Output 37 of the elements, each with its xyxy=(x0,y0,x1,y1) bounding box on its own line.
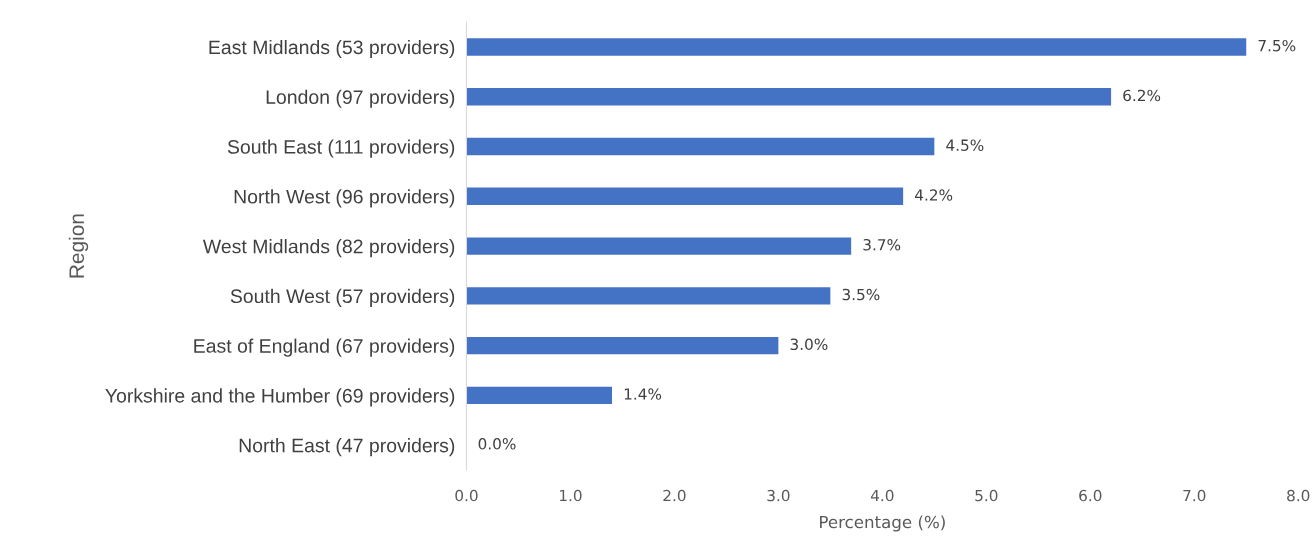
data-label: 3.5% xyxy=(842,288,880,301)
data-label: 3.0% xyxy=(790,338,828,351)
y-tick-label: North West (96 providers) xyxy=(234,189,455,208)
bar xyxy=(466,137,935,156)
x-tick-label: 8.0 xyxy=(1287,489,1310,502)
data-label: 6.2% xyxy=(1123,89,1161,102)
x-tick-label: 4.0 xyxy=(870,489,894,502)
x-axis-title: Percentage (%) xyxy=(820,515,945,532)
bar xyxy=(466,38,1247,56)
x-tick-label: 6.0 xyxy=(1079,489,1102,502)
y-tick-label: East of England (67 providers) xyxy=(194,338,455,357)
x-tick-label: 5.0 xyxy=(975,489,998,502)
bar xyxy=(466,237,852,255)
x-tick-label: 7.0 xyxy=(1183,489,1206,502)
data-label: 4.2% xyxy=(915,189,953,201)
data-label: 7.5% xyxy=(1258,39,1296,52)
y-axis-title: Region xyxy=(68,214,89,278)
y-tick-label: Yorkshire and the Humber (69 providers) xyxy=(105,388,455,407)
data-label: 4.5% xyxy=(946,139,984,151)
data-label: 0.0% xyxy=(478,438,516,450)
bar xyxy=(466,386,613,405)
y-tick-label: South West (57 providers) xyxy=(230,288,455,307)
x-tick-label: 0.0 xyxy=(455,489,478,502)
x-tick-label: 1.0 xyxy=(559,489,582,502)
x-tick-label: 2.0 xyxy=(663,489,686,502)
y-tick-label: London (97 providers) xyxy=(266,89,455,108)
y-tick-label: West Midlands (82 providers) xyxy=(202,239,455,258)
bar xyxy=(466,287,831,305)
bar xyxy=(466,187,904,206)
bar xyxy=(466,88,1112,106)
data-label: 3.7% xyxy=(863,238,901,251)
y-tick-label: North East (47 providers) xyxy=(239,438,455,457)
y-tick-label: South East (111 providers) xyxy=(227,139,455,158)
y-tick-label: East Midlands (53 providers) xyxy=(209,39,455,59)
bar xyxy=(466,336,779,355)
x-tick-label: 3.0 xyxy=(767,489,790,502)
data-label: 1.4% xyxy=(624,388,662,400)
